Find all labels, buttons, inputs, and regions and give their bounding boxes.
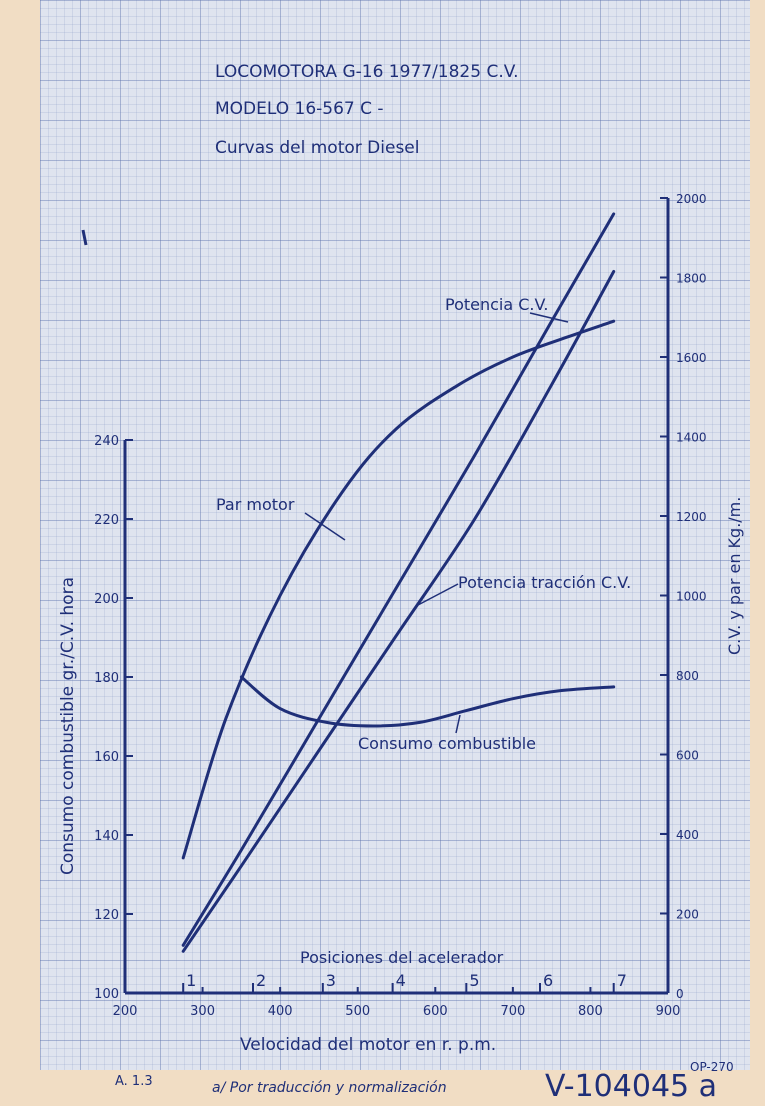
x-axis-label: Velocidad del motor en r. p.m. [240,1035,496,1055]
throttle-position-labels: 1 2 3 4 5 6 7 [182,971,627,993]
chart-series [181,212,616,953]
title-line-1: LOCOMOTORA G-16 1977/1825 C.V. [215,62,519,82]
left-tick-label: 200 [94,592,119,607]
leader-par-motor [304,512,346,541]
left-tick-label: 160 [94,750,119,765]
throttle-position-label: 5 [469,971,479,990]
leader-potencia-traccion [417,583,459,606]
throttle-position-label: 1 [186,971,196,990]
graph-paper [40,0,750,1070]
left-tick-label: 140 [94,829,119,844]
right-tick-label: 1800 [676,272,707,286]
leader-potencia-cv [529,312,569,323]
consumo-combustible-line [239,675,616,728]
potencia-traccion-line [181,270,616,953]
par-motor-line [181,319,616,860]
throttle-position-label: 6 [543,971,553,990]
right-tick-label: 2000 [676,192,707,206]
title-line-2: MODELO 16-567 C - [215,99,384,119]
left-tick-label: 100 [94,987,119,1002]
left-tick-label: 120 [94,908,119,923]
throttle-position-label: 4 [396,971,406,990]
footer-note: a/ Por traducción y normalización [212,1080,447,1096]
left-axis-ticks: 100 120 140 160 180 200 220 240 [94,434,133,1002]
right-axis-ticks: 0 200 400 600 800 1000 1200 1400 1600 1800 2000 [660,192,707,1001]
label-consumo: Consumo combustible [358,734,536,753]
potencia-cv-line [181,212,616,947]
top-axis-label: Posiciones del acelerador [300,948,504,967]
throttle-position-label: 7 [617,971,627,990]
footer-op: OP-270 [690,1060,734,1074]
throttle-position-label: 2 [256,971,266,990]
bottom-axis-ticks: 200 300 400 500 600 700 800 900 [113,987,681,1019]
right-tick-label: 0 [676,987,684,1001]
right-tick-label: 1000 [676,590,707,604]
right-tick-label: 600 [676,749,699,763]
right-axis-label: C.V. y par en Kg./m. [725,497,744,655]
bottom-tick-label: 200 [113,1004,138,1019]
footer-ref: A. 1.3 [115,1074,153,1089]
left-tick-label: 180 [94,671,119,686]
label-potencia-cv: Potencia C.V. [445,295,548,314]
right-tick-label: 400 [676,828,699,842]
footer-code: V-104045 a [545,1069,717,1104]
bottom-tick-label: 500 [345,1004,370,1019]
left-axis-label: Consumo combustible gr./C.V. hora [58,577,78,875]
bottom-tick-label: 800 [578,1004,603,1019]
left-tick-label: 220 [94,513,119,528]
bottom-tick-label: 400 [268,1004,293,1019]
bottom-tick-label: 900 [656,1004,681,1019]
label-par-motor: Par motor [216,495,295,514]
throttle-position-label: 3 [326,971,336,990]
right-tick-label: 1600 [676,351,707,365]
bottom-tick-label: 300 [190,1004,215,1019]
title-line-3: Curvas del motor Diesel [215,138,419,158]
right-tick-label: 1400 [676,431,707,445]
label-potencia-traccion: Potencia tracción C.V. [458,573,631,592]
left-tick-label: 240 [94,434,119,449]
leader-consumo [455,714,461,734]
ink-mark [81,229,88,246]
bottom-tick-label: 700 [500,1004,525,1019]
bottom-tick-label: 600 [423,1004,448,1019]
right-tick-label: 800 [676,669,699,683]
right-tick-label: 200 [676,908,699,922]
right-tick-label: 1200 [676,510,707,524]
